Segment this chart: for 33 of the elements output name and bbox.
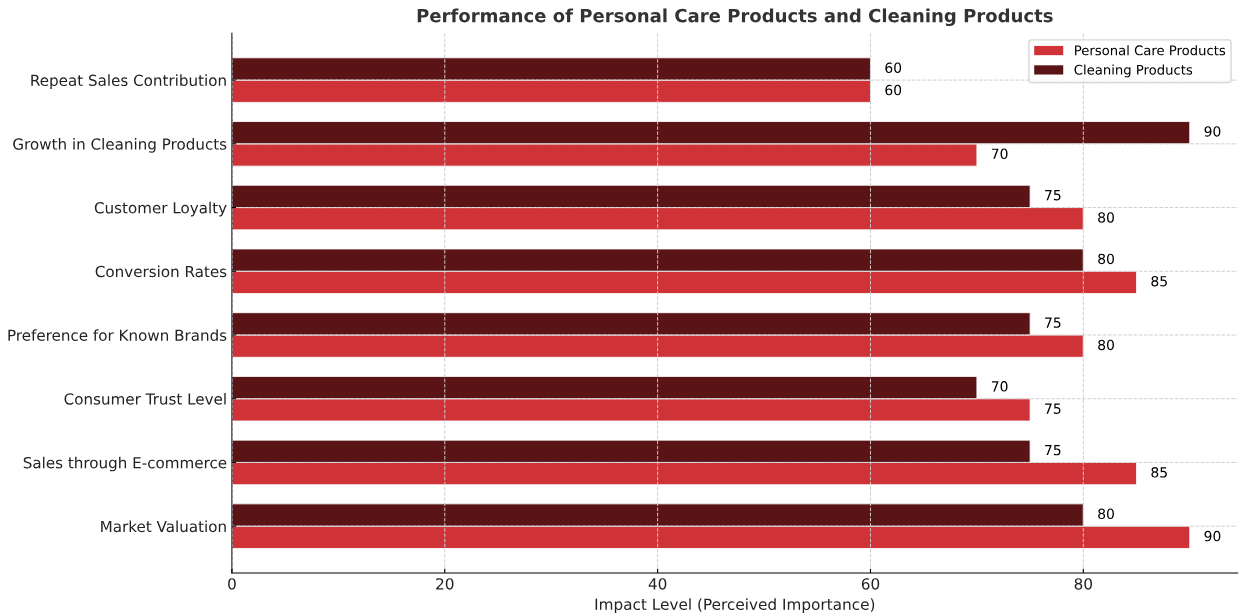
- data-label: 70: [991, 148, 1008, 160]
- data-label: 75: [1045, 190, 1061, 201]
- legend-label: Cleaning Products: [1074, 64, 1193, 78]
- data-label: 80: [1098, 339, 1114, 351]
- chart-title: Performance of Personal Care Products and Cleaning Products: [417, 8, 1053, 27]
- x-tick-label: 60: [861, 578, 880, 590]
- y-tick-label: Preference for Known Brands: [8, 329, 227, 341]
- y-tick-label: Market Valuation: [101, 520, 226, 533]
- data-label: 75: [1045, 403, 1061, 414]
- y-tick-label: Consumer Trust Level: [64, 392, 226, 405]
- data-label: 80: [1098, 253, 1114, 265]
- data-label: 85: [1151, 467, 1167, 478]
- data-label: 75: [1045, 445, 1061, 456]
- y-tick-label: Conversion Rates: [95, 265, 227, 278]
- x-tick-label: 0: [228, 578, 236, 590]
- data-label: 85: [1151, 275, 1167, 287]
- x-tick-label: 80: [1074, 578, 1093, 590]
- x-tick-label: 40: [648, 578, 667, 590]
- data-label: 90: [1204, 126, 1221, 137]
- x-tick-label: 20: [436, 578, 454, 590]
- data-label: 75: [1045, 317, 1061, 328]
- data-label: 80: [1098, 212, 1114, 223]
- data-label: 60: [885, 84, 902, 96]
- legend-label: Personal Care Products: [1075, 45, 1226, 56]
- y-tick-label: Growth in Cleaning Products: [13, 138, 227, 153]
- y-tick-label: Customer Loyalty: [94, 201, 227, 217]
- x-axis-title: Impact Level (Perceived Importance): [595, 598, 875, 613]
- data-label: 70: [991, 381, 1008, 392]
- y-tick-label: Sales through E-commerce: [23, 456, 227, 472]
- y-tick-label: Repeat Sales Contribution: [31, 74, 226, 89]
- data-label: 80: [1098, 508, 1114, 520]
- data-label: 60: [885, 62, 902, 73]
- data-label: 90: [1204, 530, 1221, 542]
